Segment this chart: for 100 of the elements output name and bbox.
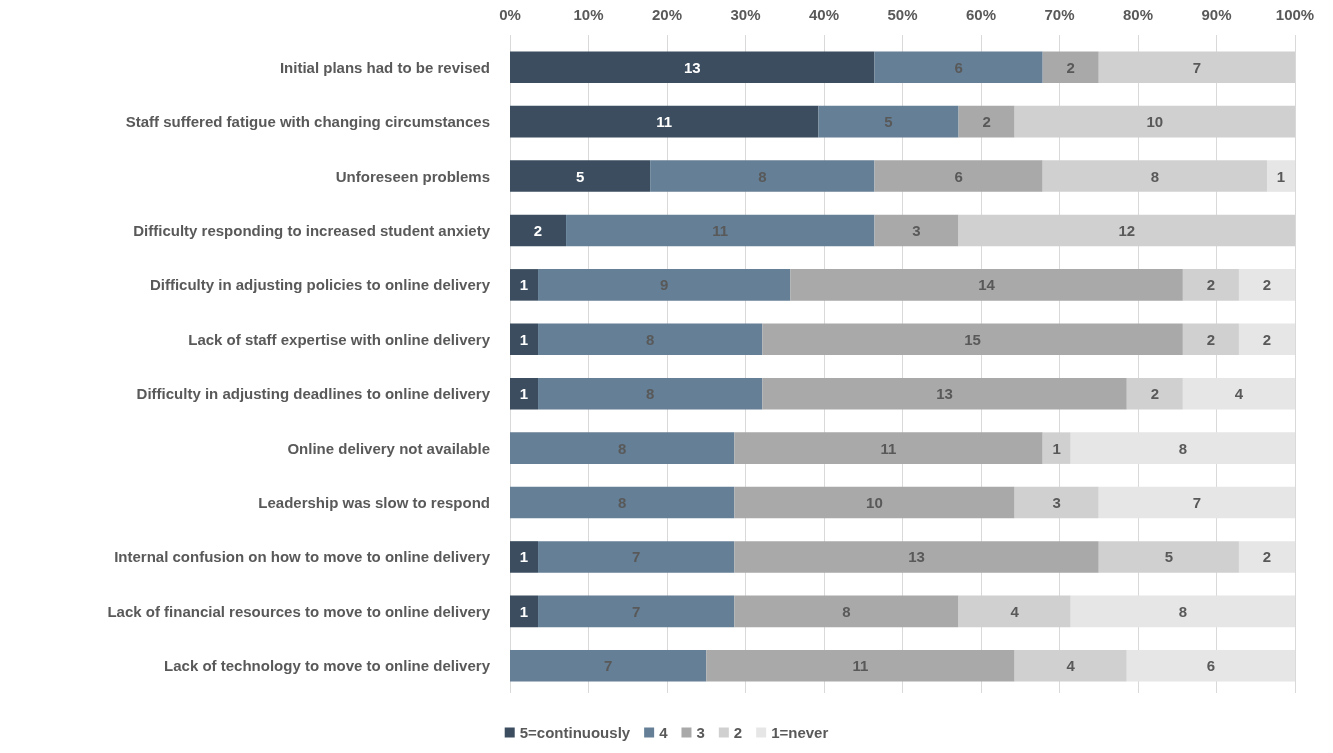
bar <box>510 650 707 682</box>
data-label: 7 <box>603 657 613 675</box>
data-label: 7 <box>1192 494 1202 512</box>
bar <box>510 160 651 192</box>
bar <box>874 214 959 247</box>
y-tick-label: Difficulty in adjusting deadlines to online delivery <box>136 385 491 403</box>
data-label: 4 <box>1010 602 1020 620</box>
data-label: 2 <box>982 113 991 131</box>
y-tick-label: Initial plans had to be revised <box>279 58 490 76</box>
data-label: 2 <box>1262 548 1272 566</box>
y-tick-label: Leadership was slow to respond <box>258 494 490 512</box>
data-label: 8 <box>617 494 627 512</box>
y-tick-label: Unforeseen problems <box>335 167 490 185</box>
bar <box>538 323 763 356</box>
data-label: 1 <box>519 276 529 294</box>
bar <box>706 650 1015 682</box>
bar <box>762 323 1183 356</box>
data-label: 5 <box>1164 548 1174 566</box>
data-label: 5 <box>884 113 893 131</box>
bar <box>734 541 1099 573</box>
legend-label: 2 <box>733 724 743 741</box>
bar <box>510 323 539 356</box>
data-label: 3 <box>912 221 921 239</box>
data-label: 11 <box>852 657 869 675</box>
y-tick-label: Online delivery not available <box>287 439 490 457</box>
bar <box>510 595 539 628</box>
bar <box>538 595 735 628</box>
x2-tick-label: 0% <box>499 6 521 23</box>
data-label: 1 <box>1276 167 1286 185</box>
data-label: 1 <box>519 548 529 566</box>
bar <box>734 432 1043 464</box>
x2-tick-label: 40% <box>808 6 840 23</box>
data-label: 8 <box>1178 602 1188 620</box>
data-label: 1 <box>519 602 529 620</box>
data-label: 2 <box>533 221 543 239</box>
data-label: 8 <box>646 330 655 348</box>
data-label: 6 <box>1206 657 1216 675</box>
bar <box>958 105 1015 138</box>
data-label: 15 <box>964 330 981 348</box>
bar <box>1126 650 1295 682</box>
data-label: 8 <box>842 602 851 620</box>
bar <box>510 105 819 138</box>
x2-tick-label: 90% <box>1201 6 1232 23</box>
bar <box>538 377 763 410</box>
data-label: 3 <box>1052 494 1061 512</box>
data-label: 13 <box>683 58 701 76</box>
data-label: 5 <box>575 167 585 185</box>
data-label: 1 <box>519 385 529 403</box>
data-label: 4 <box>1234 385 1244 403</box>
bar <box>1238 269 1295 301</box>
bar <box>538 269 791 301</box>
data-label: 2 <box>1262 330 1272 348</box>
data-label: 9 <box>660 276 669 294</box>
data-label: 11 <box>712 221 729 239</box>
y-tick-label: Lack of financial resources to move to online delivery <box>107 602 491 620</box>
bar <box>1042 51 1099 83</box>
data-label: 6 <box>954 167 963 185</box>
data-label: 4 <box>1066 657 1076 675</box>
bar <box>1070 432 1295 464</box>
bar <box>818 105 959 138</box>
x2-tick-label: 60% <box>965 6 997 23</box>
legend-label: 4 <box>659 724 669 741</box>
data-label: 10 <box>866 494 883 512</box>
bar <box>510 51 875 83</box>
legend-label: 5=continuously <box>519 724 631 741</box>
bar <box>510 432 735 464</box>
bar <box>510 541 539 573</box>
y-tick-label: Difficulty in adjusting policies to online delivery <box>149 276 491 294</box>
data-label: 8 <box>1178 439 1188 457</box>
y-tick-label: Lack of staff expertise with online delivery <box>188 330 491 348</box>
data-label: 12 <box>1118 221 1136 239</box>
x2-tick-label: 70% <box>1044 6 1075 23</box>
x2-tick-label: 100% <box>1275 6 1315 23</box>
bar <box>874 51 1043 83</box>
x2-tick-label: 80% <box>1122 6 1154 23</box>
bar <box>734 595 959 628</box>
data-label: 2 <box>1206 330 1216 348</box>
bar <box>1266 160 1295 192</box>
data-label: 8 <box>646 385 655 403</box>
data-label: 8 <box>758 167 767 185</box>
data-label: 2 <box>1150 385 1159 403</box>
data-label: 2 <box>1206 276 1216 294</box>
bar <box>1238 541 1295 573</box>
bar <box>650 160 875 192</box>
bar <box>1070 595 1295 628</box>
x2-tick-label: 20% <box>651 6 683 23</box>
x2-tick-label: 50% <box>887 6 918 23</box>
data-label: 10 <box>1146 113 1164 131</box>
data-label: 13 <box>908 548 925 566</box>
y-tick-label: Staff suffered fatigue with changing circumstances <box>125 113 490 131</box>
data-label: 2 <box>1066 58 1075 76</box>
data-label: 7 <box>1192 58 1202 76</box>
data-label: 7 <box>631 602 641 620</box>
y-tick-label: Difficulty responding to increased student anxiety <box>133 221 491 239</box>
data-label: 8 <box>1150 167 1159 185</box>
bar <box>510 269 539 301</box>
data-label: 8 <box>617 439 627 457</box>
bar <box>1098 486 1295 519</box>
bar <box>566 214 875 247</box>
bar <box>734 486 1015 519</box>
